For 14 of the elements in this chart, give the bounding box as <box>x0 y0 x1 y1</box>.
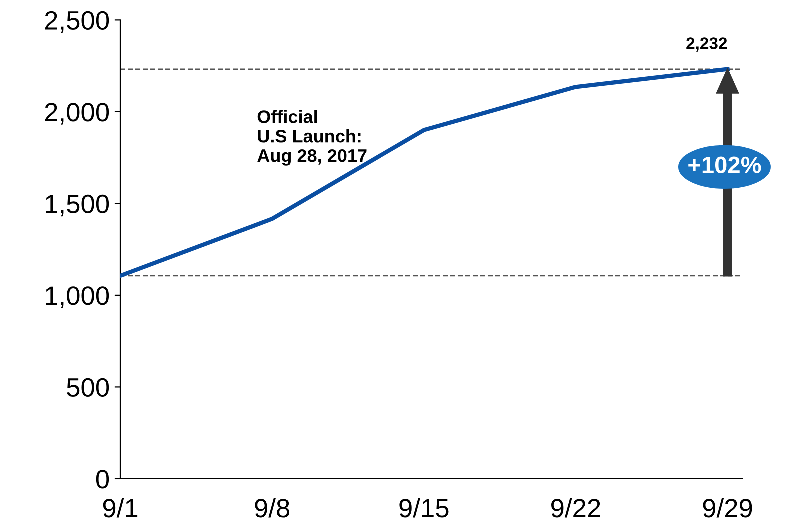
x-tick-label: 9/29 <box>703 498 752 518</box>
y-tick-label: 1,000 <box>46 286 110 308</box>
x-tick-label: 9/1 <box>103 498 138 518</box>
y-tick-label: 1,500 <box>46 194 110 217</box>
y-tick-label: 2,000 <box>45 103 110 125</box>
text: 2,232 <box>686 38 728 52</box>
x-tick-label: 9/22 <box>552 498 600 518</box>
y-tick-label: 0 <box>96 470 110 489</box>
x-tick-label: 9/15 <box>400 498 449 518</box>
annotation: +102% <box>688 156 762 174</box>
x-tick-label: 9/8 <box>255 498 290 518</box>
y-tick-label: 2,500 <box>45 11 110 34</box>
y-tick-label: 500 <box>67 378 110 398</box>
annotation: Official U.S Launch: Aug 28, 2017 <box>258 110 367 166</box>
